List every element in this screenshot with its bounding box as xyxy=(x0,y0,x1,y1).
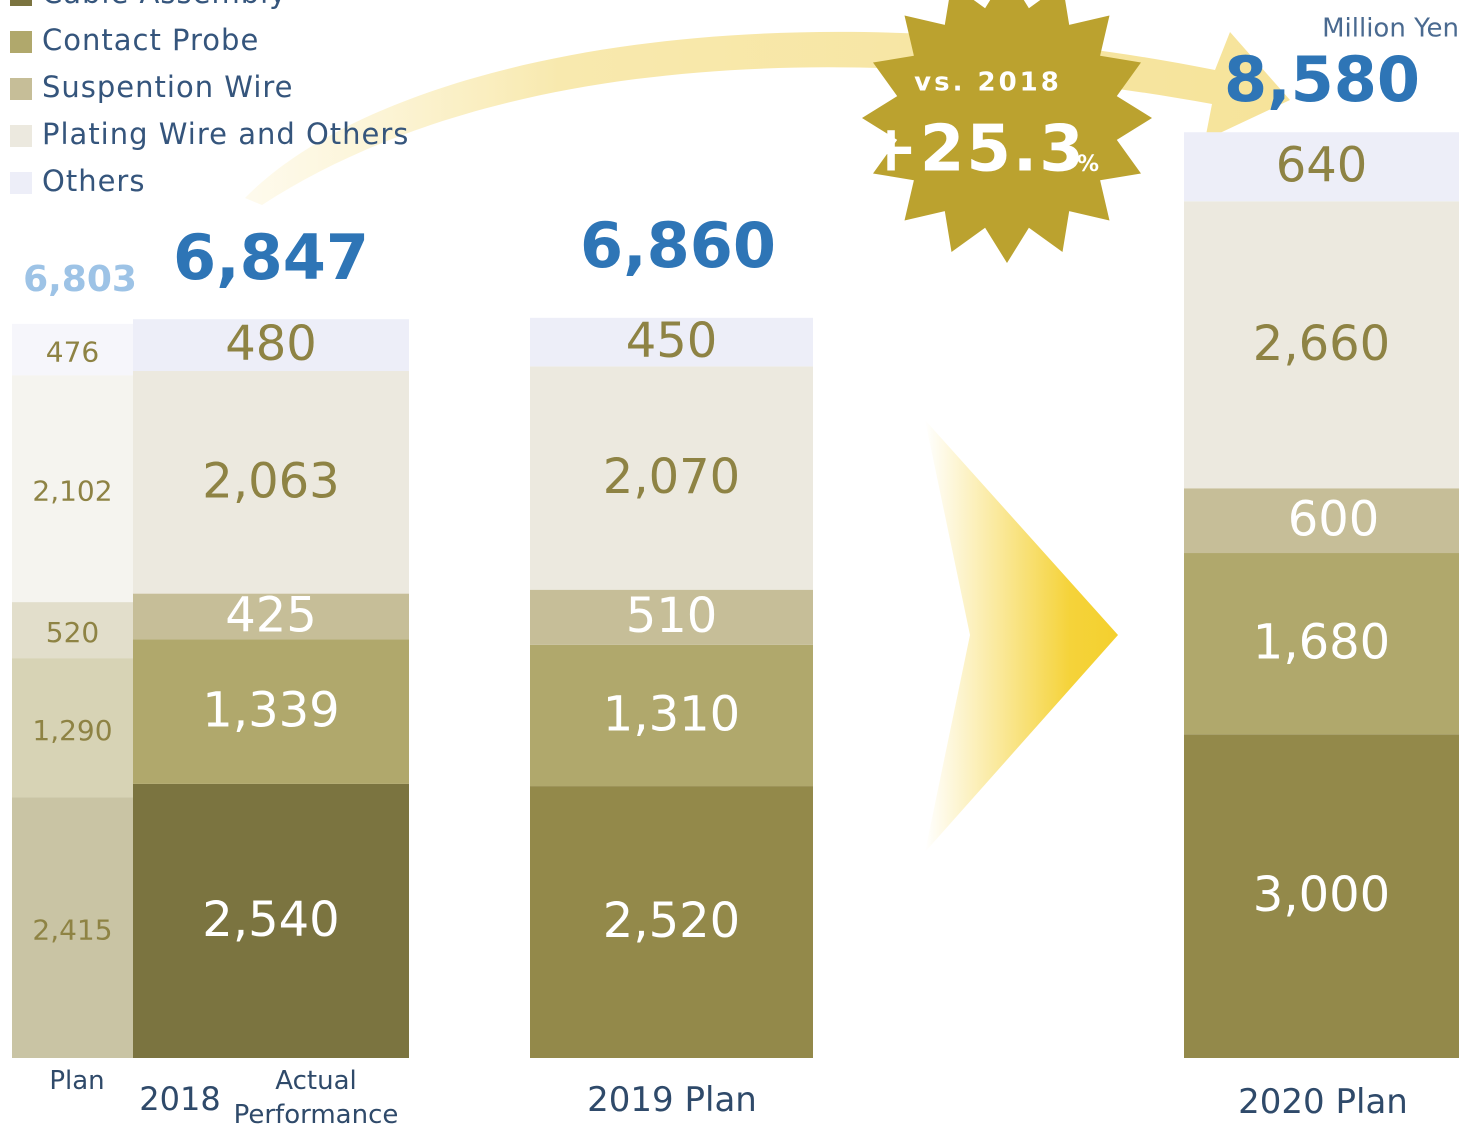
value-label: 1,339 xyxy=(202,683,339,739)
legend-label: Plating Wire and Others xyxy=(42,117,409,151)
value-label: 2,070 xyxy=(603,449,740,505)
value-label: 2,063 xyxy=(202,453,339,509)
chevron xyxy=(925,420,1118,852)
legend-label: Cable Assembly xyxy=(42,0,287,10)
value-label: 3,000 xyxy=(1253,867,1390,923)
legend-swatch xyxy=(10,172,32,194)
category-label: Actual Performance xyxy=(226,1064,406,1132)
group-label: 2018 xyxy=(139,1080,220,1118)
total-label: 6,803 xyxy=(23,259,137,300)
value-label: 2,415 xyxy=(32,914,112,947)
chart: vs. 2018 +25.3 % Million Yen 2018 2,415 1… xyxy=(0,0,1464,1126)
legend-label: Contact Probe xyxy=(42,23,259,57)
value-label: 1,310 xyxy=(603,686,740,742)
total-label: 6,860 xyxy=(580,209,776,282)
value-label: 1,680 xyxy=(1253,615,1390,671)
total-label: 6,847 xyxy=(173,221,369,294)
value-label: 425 xyxy=(225,588,317,644)
value-label: 1,290 xyxy=(32,714,112,747)
annotation-title: vs. 2018 xyxy=(914,68,1062,98)
value-label: 640 xyxy=(1276,138,1368,194)
value-label: 450 xyxy=(626,313,718,369)
unit-label: Million Yen xyxy=(1322,14,1459,44)
category-label: 2020 Plan xyxy=(1173,1085,1464,1119)
value-label: 600 xyxy=(1288,492,1380,548)
total-label: 8,580 xyxy=(1224,43,1420,116)
legend-swatch xyxy=(10,31,32,53)
value-label: 510 xyxy=(626,588,718,644)
legend-label: Suspention Wire xyxy=(42,70,294,104)
value-label: 2,540 xyxy=(202,892,339,948)
value-label: 2,660 xyxy=(1253,316,1390,372)
value-label: 480 xyxy=(225,316,317,372)
annotation-unit: % xyxy=(1077,152,1099,177)
legend-swatch xyxy=(10,78,32,100)
legend-swatch xyxy=(10,125,32,147)
value-label: 2,102 xyxy=(32,475,112,508)
legend-label: Others xyxy=(42,164,145,198)
category-label: Plan xyxy=(17,1064,137,1098)
value-label: 476 xyxy=(46,336,99,369)
value-label: 520 xyxy=(46,616,99,649)
value-label: 2,520 xyxy=(603,893,740,949)
page: vs. 2018 +25.3 % Million Yen 2018 2,415 1… xyxy=(0,0,1464,1126)
category-label: 2019 Plan xyxy=(522,1083,822,1117)
annotation-value: +25.3 xyxy=(864,113,1086,187)
legend-swatch xyxy=(10,0,32,6)
